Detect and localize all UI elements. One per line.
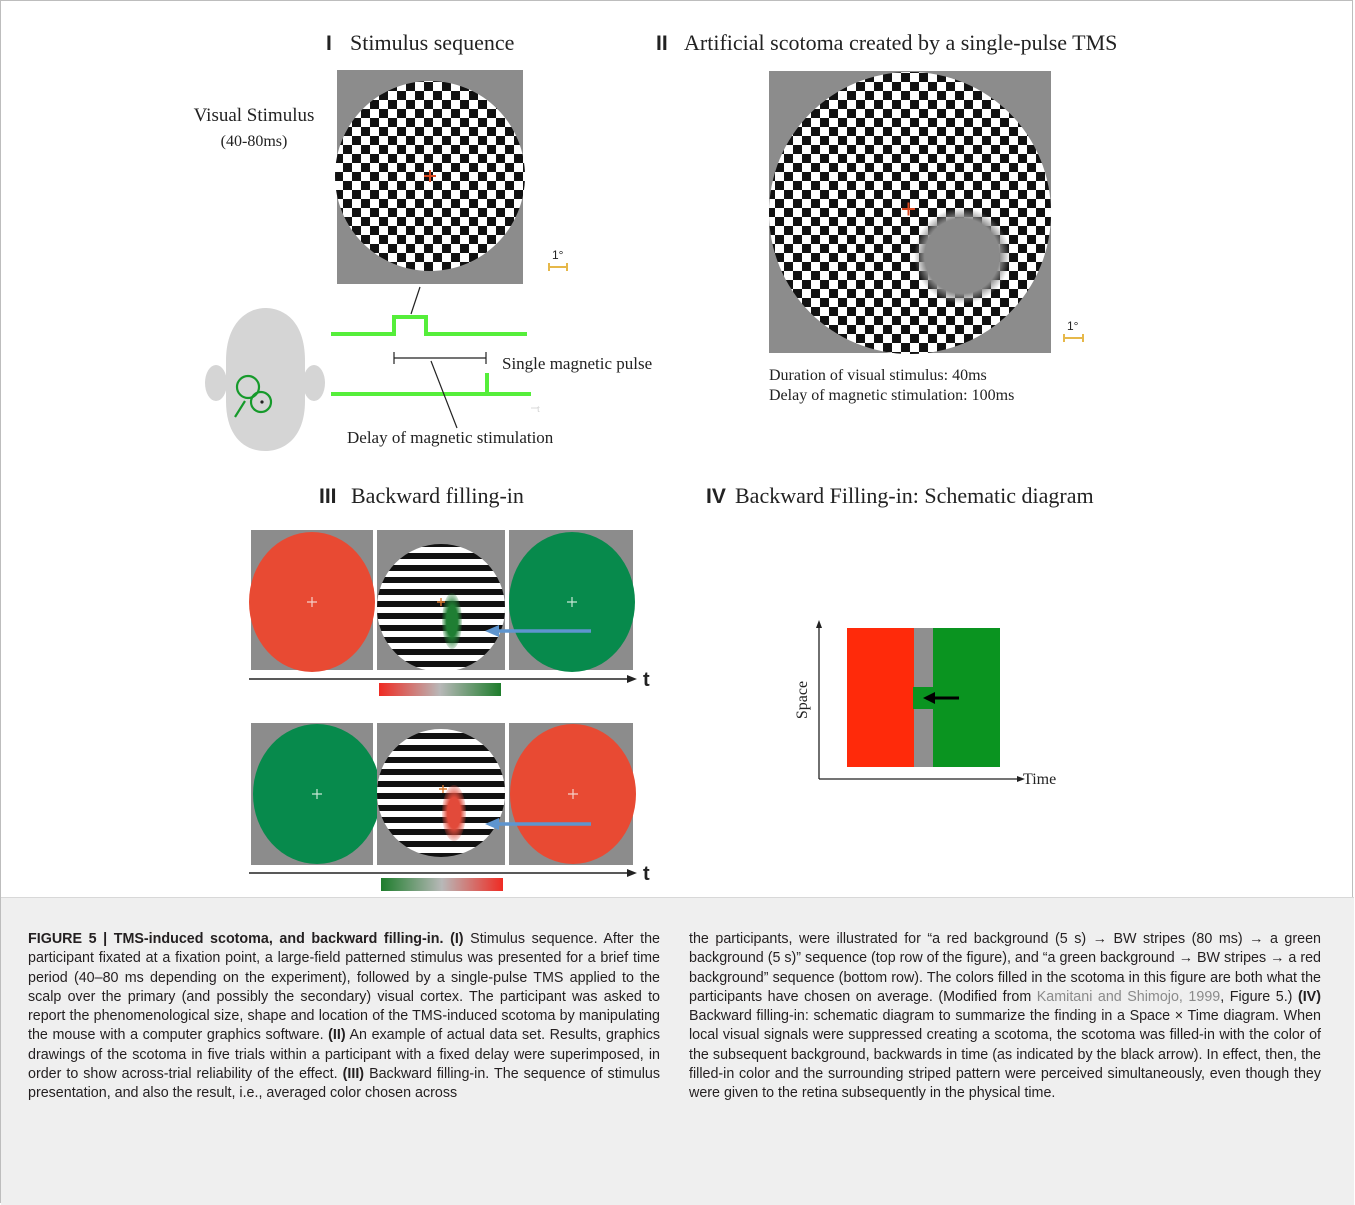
- panel-2-numeral: II: [656, 32, 668, 55]
- tms-coil-icon: [235, 374, 261, 400]
- scale-label: 1°: [1067, 319, 1079, 333]
- panel-4-title: Backward Filling-in: Schematic diagram: [735, 483, 1094, 508]
- scale-label: 1°: [552, 248, 564, 262]
- fixation-cross: [424, 170, 436, 182]
- fixation-cross: [437, 598, 445, 606]
- green-fill-in-region: [442, 593, 462, 649]
- caption-text-1: Stimulus sequence. After the participant…: [28, 931, 660, 1044]
- fill-in-arrow-icon: [923, 692, 935, 704]
- time-axis-label: t: [643, 669, 650, 691]
- fixation-cross: [567, 597, 577, 607]
- figure-label: FIGURE 5 | TMS-induced scotoma, and back…: [28, 931, 444, 947]
- space-axis-arrow-icon: [816, 620, 822, 628]
- stimulus-timing-trace: [331, 315, 527, 336]
- backward-arrow-icon: [485, 818, 499, 830]
- schematic-red-block: [847, 628, 914, 767]
- caption-column-right: the participants, were illustrated for “…: [689, 930, 1321, 1104]
- panel-1: I Stimulus sequence Visual Stimulus (40-…: [194, 30, 652, 451]
- caption-text-3b: the participants, were illustrated for “…: [689, 931, 1321, 1005]
- panel-1-numeral: I: [326, 32, 332, 55]
- caption-text-2: An example of actual data set. Results, …: [28, 1027, 660, 1083]
- head-icon: [226, 308, 305, 451]
- citation-link[interactable]: Kamitani and Shimojo, 1999: [1036, 988, 1221, 1005]
- stimulus-pointer-line: [410, 286, 421, 315]
- caption-tag-2: (II): [328, 1027, 346, 1044]
- caption-tag-4: (IV): [1297, 988, 1321, 1005]
- panel-3: III Backward filling-in: [249, 483, 650, 891]
- time-axis-arrow-icon: [627, 675, 637, 683]
- panel-4: IV Backward Filling-in: Schematic diagra…: [706, 483, 1094, 788]
- scale-bar: [548, 263, 568, 271]
- pulse-label: Single magnetic pulse: [502, 354, 652, 373]
- color-gradient-bar: [379, 683, 501, 696]
- caption-text-3a: Backward filling-in. The sequence of sti…: [28, 1066, 660, 1102]
- time-axis-label: t: [537, 403, 540, 415]
- figure-5: I Stimulus sequence Visual Stimulus (40-…: [1, 1, 1354, 896]
- scotoma-region: [914, 208, 1010, 304]
- panel-1-title: Stimulus sequence: [350, 30, 514, 55]
- fixation-cross: [307, 597, 317, 607]
- time-axis-arrow-icon: [1017, 776, 1025, 782]
- stimulus-duration-label: (40-80ms): [221, 133, 288, 150]
- caption-column-left: FIGURE 5 | TMS-induced scotoma, and back…: [28, 930, 660, 1104]
- fixation-cross: [439, 785, 447, 793]
- delay-label: Delay of magnetic stimulation: [347, 428, 554, 447]
- caption-tag-1: (I): [450, 931, 464, 947]
- color-gradient-bar: [381, 878, 503, 891]
- visual-stimulus-label: Visual Stimulus: [194, 105, 315, 126]
- caption-text-3c: , Figure 5.): [1220, 988, 1298, 1005]
- panel-2-title: Artificial scotoma created by a single-p…: [684, 30, 1117, 55]
- time-axis-label: Time: [1023, 771, 1056, 788]
- scotoma-checkerboard: [769, 72, 1051, 354]
- scale-bar: [1063, 334, 1084, 342]
- space-axis-label: Space: [794, 681, 811, 719]
- sequence-row-top: t: [249, 530, 650, 696]
- panel-3-numeral: III: [319, 485, 337, 508]
- fixation-cross: [902, 202, 915, 216]
- panel-3-title: Backward filling-in: [351, 483, 524, 508]
- bw-stripes-stimulus: [377, 729, 505, 857]
- duration-line: Duration of visual stimulus: 40ms: [769, 367, 987, 384]
- figure-caption: FIGURE 5 | TMS-induced scotoma, and back…: [1, 897, 1354, 1205]
- bw-stripes-stimulus: [377, 544, 505, 672]
- caption-tag-3: (III): [342, 1066, 365, 1083]
- red-fill-in-region: [442, 785, 466, 841]
- head-illustration: [205, 308, 325, 451]
- time-axis-arrow-icon: [627, 869, 637, 877]
- tms-pulse-trace: [331, 373, 531, 396]
- sequence-row-bottom: t: [249, 723, 650, 891]
- caption-text-4: Backward filling-in: schematic diagram t…: [689, 1008, 1321, 1102]
- panel-4-numeral: IV: [706, 485, 726, 508]
- delay-line: Delay of magnetic stimulation: 100ms: [769, 387, 1014, 404]
- delay-pointer-line: [430, 360, 458, 429]
- panel-2: II Artificial scotoma created by a singl…: [656, 30, 1117, 404]
- fixation-cross: [568, 789, 578, 799]
- backward-arrow-icon: [485, 625, 499, 637]
- time-axis-label: t: [643, 863, 650, 885]
- figure-graphic: I Stimulus sequence Visual Stimulus (40-…: [194, 30, 1117, 891]
- fixation-cross: [312, 789, 322, 799]
